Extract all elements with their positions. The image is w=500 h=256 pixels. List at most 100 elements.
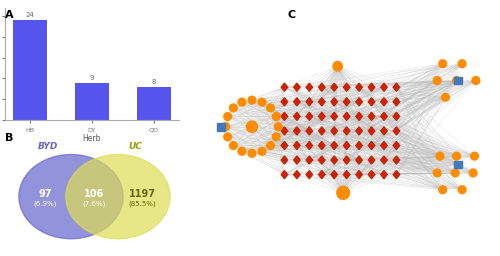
Circle shape [66, 155, 170, 239]
Circle shape [224, 113, 232, 121]
Circle shape [439, 186, 446, 194]
Polygon shape [381, 112, 387, 120]
Polygon shape [306, 127, 312, 135]
Polygon shape [356, 170, 362, 179]
Circle shape [248, 150, 256, 157]
Bar [217, 123, 225, 131]
Bar [137, 87, 171, 120]
Circle shape [272, 133, 280, 141]
Polygon shape [306, 98, 312, 106]
Polygon shape [368, 170, 374, 179]
Circle shape [274, 123, 282, 131]
Text: 8: 8 [152, 79, 156, 85]
Polygon shape [356, 141, 362, 150]
Polygon shape [294, 83, 300, 91]
Circle shape [222, 123, 230, 131]
Circle shape [224, 133, 232, 141]
Polygon shape [381, 127, 387, 135]
Polygon shape [393, 127, 400, 135]
Polygon shape [381, 141, 387, 150]
Circle shape [337, 186, 349, 199]
Circle shape [452, 77, 460, 84]
Polygon shape [331, 112, 338, 120]
Polygon shape [281, 127, 287, 135]
Polygon shape [368, 112, 374, 120]
Bar [75, 82, 109, 120]
Bar [454, 161, 462, 168]
Polygon shape [344, 112, 350, 120]
Circle shape [258, 98, 266, 106]
Polygon shape [344, 141, 350, 150]
Polygon shape [393, 141, 400, 150]
Polygon shape [318, 156, 325, 164]
Circle shape [458, 186, 466, 194]
Circle shape [230, 104, 237, 112]
Polygon shape [368, 156, 374, 164]
Circle shape [272, 113, 280, 121]
Polygon shape [318, 112, 325, 120]
Polygon shape [318, 83, 325, 91]
Polygon shape [344, 127, 350, 135]
Polygon shape [381, 156, 387, 164]
Polygon shape [318, 170, 325, 179]
Polygon shape [344, 170, 350, 179]
Circle shape [434, 77, 441, 84]
Circle shape [230, 142, 237, 150]
Circle shape [470, 169, 477, 177]
Circle shape [248, 96, 256, 104]
Circle shape [333, 61, 342, 71]
Polygon shape [368, 83, 374, 91]
Polygon shape [393, 98, 400, 106]
Text: B: B [5, 133, 14, 143]
Text: BYD: BYD [38, 142, 58, 151]
Circle shape [436, 152, 444, 160]
Polygon shape [344, 83, 350, 91]
Polygon shape [356, 112, 362, 120]
Circle shape [266, 104, 274, 112]
Bar [13, 20, 47, 120]
Circle shape [238, 147, 246, 155]
Circle shape [266, 142, 274, 150]
Polygon shape [306, 112, 312, 120]
Polygon shape [294, 156, 300, 164]
Polygon shape [281, 83, 287, 91]
Text: (85.5%): (85.5%) [128, 200, 156, 207]
Polygon shape [381, 83, 387, 91]
Circle shape [470, 152, 478, 160]
Polygon shape [281, 170, 287, 179]
Polygon shape [294, 170, 300, 179]
Polygon shape [331, 170, 338, 179]
Circle shape [439, 60, 446, 68]
Polygon shape [281, 98, 287, 106]
Text: UC: UC [128, 142, 142, 151]
Polygon shape [294, 127, 300, 135]
Polygon shape [393, 112, 400, 120]
Polygon shape [306, 156, 312, 164]
Circle shape [238, 98, 246, 106]
Polygon shape [331, 156, 338, 164]
Polygon shape [381, 98, 387, 106]
Text: 1197: 1197 [129, 189, 156, 199]
Polygon shape [318, 127, 325, 135]
Polygon shape [294, 141, 300, 150]
Polygon shape [281, 112, 287, 120]
Polygon shape [294, 98, 300, 106]
Polygon shape [344, 156, 350, 164]
Polygon shape [294, 112, 300, 120]
Circle shape [434, 169, 441, 177]
Polygon shape [356, 156, 362, 164]
Text: (7.6%): (7.6%) [83, 200, 106, 207]
Polygon shape [318, 98, 325, 106]
Polygon shape [356, 83, 362, 91]
Polygon shape [393, 156, 400, 164]
Text: 97: 97 [38, 189, 52, 199]
Polygon shape [281, 156, 287, 164]
Text: 9: 9 [90, 75, 94, 81]
X-axis label: Herb: Herb [82, 134, 101, 143]
Polygon shape [368, 127, 374, 135]
Polygon shape [393, 170, 400, 179]
Polygon shape [356, 127, 362, 135]
Polygon shape [318, 141, 325, 150]
Circle shape [452, 169, 459, 177]
Circle shape [458, 60, 466, 68]
